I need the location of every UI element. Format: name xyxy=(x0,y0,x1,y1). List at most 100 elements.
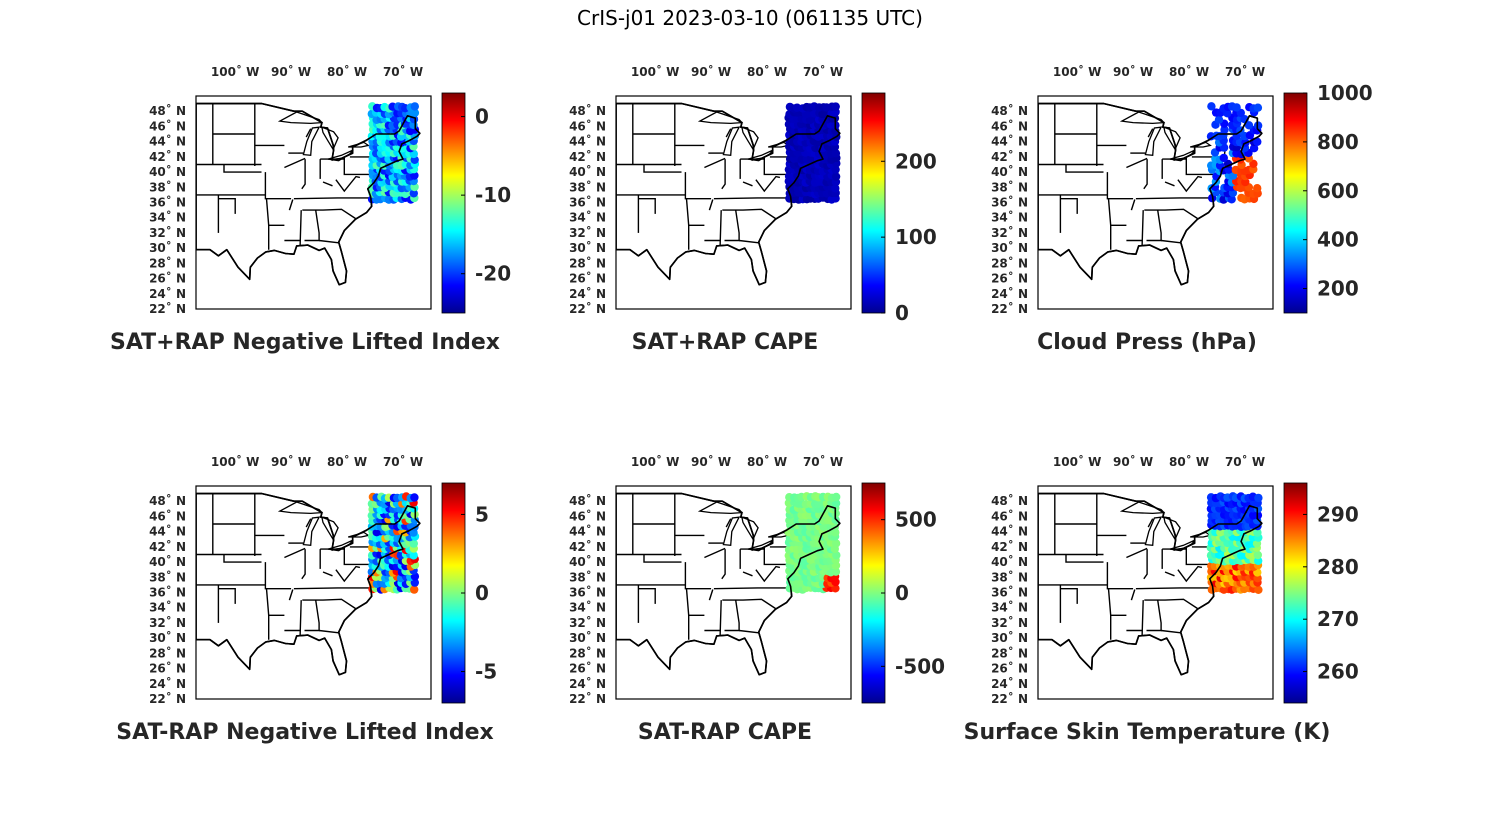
lon-tick-label: 90˚ W xyxy=(1113,64,1153,79)
state-border xyxy=(722,208,776,220)
state-border xyxy=(301,549,306,580)
state-border xyxy=(264,172,292,200)
state-border xyxy=(1164,181,1175,187)
lat-tick-label: 34˚ N xyxy=(569,600,606,615)
lon-tick-label: 70˚ W xyxy=(383,454,423,469)
panel-sat-rap-diff-cape: 100˚ W 90˚ W 80˚ W 70˚ W 48˚ N 46˚ N 44˚ N 42˚ … xyxy=(565,450,995,770)
observation-dot xyxy=(1241,177,1250,187)
state-border xyxy=(719,210,722,246)
state-border xyxy=(1065,554,1104,563)
state-border xyxy=(319,629,339,634)
state-border xyxy=(708,589,714,601)
lat-tick-label: 22˚ N xyxy=(991,691,1028,706)
observation-dot xyxy=(1253,137,1262,146)
lat-tick-label: 32˚ N xyxy=(569,615,606,630)
lat-tick-label: 30˚ N xyxy=(149,240,186,255)
map-plot: 100˚ W 90˚ W 80˚ W 70˚ W 48˚ N46˚ N44˚ N42˚ … xyxy=(149,454,497,706)
colorbar-tick-label: 0 xyxy=(475,581,489,605)
lat-tick-label: 38˚ N xyxy=(149,569,186,584)
lake-outline xyxy=(302,516,321,547)
map-frame xyxy=(1037,485,1274,700)
state-border xyxy=(1130,199,1136,211)
state-border xyxy=(299,600,302,636)
observation-dot xyxy=(1254,585,1263,594)
observation-dot xyxy=(831,567,841,576)
state-border xyxy=(713,587,790,590)
observation-dot xyxy=(409,189,418,198)
map-frame xyxy=(1037,95,1274,310)
state-border xyxy=(223,164,262,173)
lat-tick-label: 34˚ N xyxy=(149,210,186,225)
lat-tick-label: 30˚ N xyxy=(991,630,1028,645)
lat-tick-label: 42˚ N xyxy=(149,539,186,554)
state-border xyxy=(638,197,656,214)
lat-tick-label: 44˚ N xyxy=(149,134,186,149)
state-border xyxy=(724,209,740,242)
lat-tick-label: 44˚ N xyxy=(569,134,606,149)
state-border xyxy=(755,175,781,193)
lon-tick-label: 80˚ W xyxy=(1169,64,1209,79)
lake-outline xyxy=(327,539,354,552)
map-frame xyxy=(615,95,852,310)
observation-dot xyxy=(409,551,418,560)
lat-tick-label: 36˚ N xyxy=(991,585,1028,600)
state-border xyxy=(322,571,333,577)
state-border xyxy=(763,546,793,566)
lake-outline xyxy=(722,126,741,157)
lat-tick-label: 42˚ N xyxy=(569,149,606,164)
lat-tick-label: 46˚ N xyxy=(569,118,606,133)
colorbar-tick-label: 5 xyxy=(475,502,489,526)
state-border xyxy=(284,547,306,559)
state-border xyxy=(1141,210,1144,246)
lat-tick-label: 36˚ N xyxy=(149,195,186,210)
state-border xyxy=(223,554,262,563)
lat-tick-label: 22˚ N xyxy=(569,301,606,316)
state-border xyxy=(713,197,790,200)
colorbar xyxy=(1283,92,1308,314)
lat-tick-label: 40˚ N xyxy=(149,164,186,179)
state-border xyxy=(1185,156,1215,176)
state-border xyxy=(1107,588,1112,640)
map-frame xyxy=(195,485,432,700)
state-border xyxy=(264,562,292,590)
colorbar-tick-label: -10 xyxy=(475,183,511,207)
map-frame xyxy=(615,485,852,700)
state-border xyxy=(739,239,759,244)
lat-tick-label: 42˚ N xyxy=(991,539,1028,554)
coastline-overlay-group xyxy=(1038,102,1263,286)
lat-tick-label: 48˚ N xyxy=(991,493,1028,508)
lat-tick-label: 46˚ N xyxy=(149,118,186,133)
colorbar-tick-label: -500 xyxy=(895,654,945,678)
lat-tick-label: 30˚ N xyxy=(991,240,1028,255)
lake-outline xyxy=(1169,539,1196,552)
lon-tick-label: 80˚ W xyxy=(327,64,367,79)
lat-tick-label: 42˚ N xyxy=(991,149,1028,164)
lat-tick-label: 32˚ N xyxy=(149,615,186,630)
observation-dot xyxy=(832,492,841,502)
colorbar xyxy=(861,92,886,314)
lat-tick-label: 46˚ N xyxy=(991,118,1028,133)
coastline-overlay-group xyxy=(196,492,421,676)
state-border xyxy=(1161,239,1181,244)
state-border xyxy=(1161,629,1181,634)
panel-title: SAT-RAP Negative Lifted Index xyxy=(116,720,494,745)
colorbar-tick-label: 500 xyxy=(895,508,937,532)
lake-outline xyxy=(1169,149,1196,162)
lat-tick-label: 26˚ N xyxy=(149,271,186,286)
state-border xyxy=(343,546,373,566)
observation-dot xyxy=(1253,184,1262,193)
observation-dot xyxy=(1254,493,1263,503)
lat-tick-label: 24˚ N xyxy=(149,286,186,301)
lat-tick-label: 30˚ N xyxy=(569,630,606,645)
state-border xyxy=(1060,587,1078,604)
lat-tick-label: 46˚ N xyxy=(991,508,1028,523)
observation-dot xyxy=(1214,115,1224,124)
lat-tick-label: 26˚ N xyxy=(569,271,606,286)
observation-dot xyxy=(831,165,840,174)
colorbar-tick-label: 0 xyxy=(895,301,909,325)
swath-observations xyxy=(1206,492,1263,594)
lake-outline xyxy=(1144,516,1163,547)
observation-dot xyxy=(1227,195,1236,204)
panel-skin-temp: 100˚ W 90˚ W 80˚ W 70˚ W 48˚ N 46˚ N 44˚ N 42˚ … xyxy=(964,450,1417,770)
lat-tick-label: 28˚ N xyxy=(991,645,1028,660)
